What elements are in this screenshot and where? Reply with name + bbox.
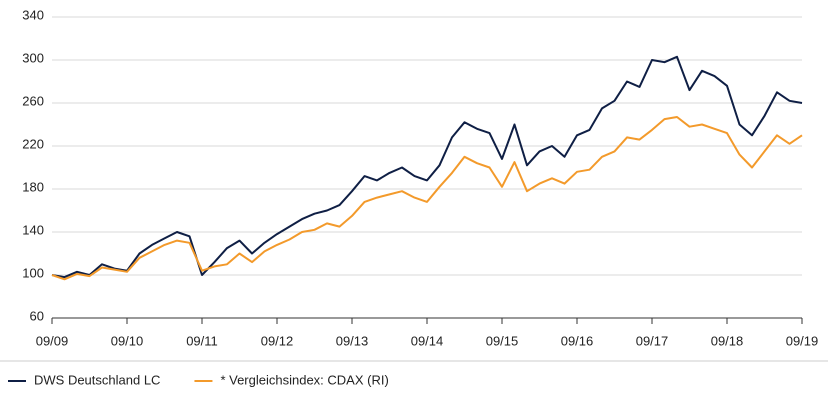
- y-tick-label: 180: [22, 179, 44, 194]
- y-tick-label: 100: [22, 265, 44, 280]
- x-tick-label: 09/16: [561, 333, 594, 348]
- y-tick-label: 140: [22, 222, 44, 237]
- x-tick-label: 09/14: [411, 333, 444, 348]
- x-tick-label: 09/18: [711, 333, 744, 348]
- x-tick-label: 09/12: [261, 333, 294, 348]
- x-tick-label: 09/19: [786, 333, 819, 348]
- y-tick-label: 260: [22, 93, 44, 108]
- x-tick-label: 09/17: [636, 333, 669, 348]
- y-tick-label: 60: [30, 308, 44, 323]
- legend-label: * Vergleichsindex: CDAX (RI): [220, 372, 388, 387]
- x-tick-label: 09/13: [336, 333, 369, 348]
- x-tick-label: 09/15: [486, 333, 519, 348]
- x-tick-label: 09/10: [111, 333, 144, 348]
- y-tick-label: 300: [22, 50, 44, 65]
- legend-label: DWS Deutschland LC: [34, 372, 160, 387]
- y-tick-label: 340: [22, 7, 44, 22]
- y-tick-label: 220: [22, 136, 44, 151]
- line: [51, 55, 803, 279]
- line: [51, 116, 803, 281]
- x-tick-label: 09/11: [186, 333, 218, 348]
- x-tick-label: 09/09: [36, 333, 69, 348]
